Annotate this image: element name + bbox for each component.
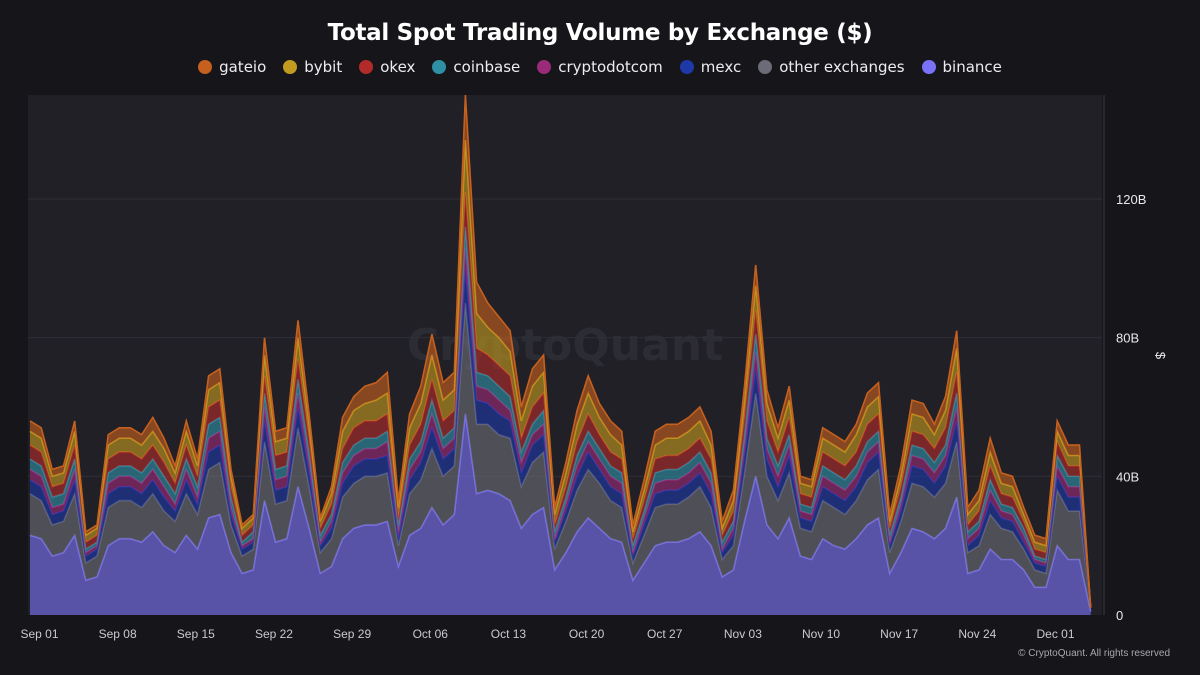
y-axis-label: $ bbox=[1153, 351, 1169, 360]
legend-item-bybit[interactable]: bybit bbox=[283, 58, 342, 76]
x-tick-label: Nov 10 bbox=[802, 627, 840, 641]
line-gateio bbox=[29, 94, 1092, 609]
legend-swatch-other-exchanges bbox=[758, 60, 773, 74]
x-tick-label: Sep 08 bbox=[99, 627, 137, 641]
legend-swatch-binance bbox=[921, 60, 936, 74]
x-tick-label: Oct 27 bbox=[647, 627, 683, 641]
x-tick-label: Dec 01 bbox=[1036, 627, 1074, 641]
area-binance bbox=[30, 413, 1091, 615]
legend-swatch-okex bbox=[359, 60, 374, 74]
legend-item-coinbase[interactable]: coinbase bbox=[432, 58, 520, 76]
legend: gateio bybit okex coinbase cryptodotcom mexc o… bbox=[0, 58, 1200, 76]
x-tick-label: Sep 01 bbox=[20, 627, 58, 641]
x-tick-label: Sep 15 bbox=[177, 627, 215, 641]
legend-label-bybit: bybit bbox=[304, 58, 343, 76]
x-tick-label: Nov 03 bbox=[724, 627, 762, 641]
legend-swatch-bybit bbox=[283, 60, 298, 74]
chart-title: Total Spot Trading Volume by Exchange ($… bbox=[327, 20, 873, 46]
x-tick-label: Nov 17 bbox=[880, 627, 918, 641]
x-tick-label: Oct 06 bbox=[413, 627, 449, 641]
y-tick-label: 120B bbox=[1116, 192, 1146, 207]
y-tick-label: 80B bbox=[1116, 331, 1139, 346]
copyright-footer: © CryptoQuant. All rights reserved bbox=[1018, 648, 1170, 659]
legend-label-coinbase: coinbase bbox=[453, 58, 521, 76]
legend-label-cryptodotcom: cryptodotcom bbox=[558, 58, 663, 76]
y-tick-label: 0 bbox=[1116, 608, 1123, 623]
legend-label-okex: okex bbox=[380, 58, 416, 76]
x-tick-label: Nov 24 bbox=[958, 627, 996, 641]
legend-item-gateio[interactable]: gateio bbox=[198, 58, 266, 76]
legend-label-other-exchanges: other exchanges bbox=[779, 58, 905, 76]
legend-item-cryptodotcom[interactable]: cryptodotcom bbox=[537, 58, 663, 76]
legend-swatch-coinbase bbox=[432, 60, 447, 74]
x-tick-label: Sep 22 bbox=[255, 627, 293, 641]
legend-label-binance: binance bbox=[942, 58, 1002, 76]
legend-swatch-mexc bbox=[679, 60, 694, 74]
x-tick-label: Sep 29 bbox=[333, 627, 371, 641]
area-other-exchanges bbox=[30, 303, 1091, 612]
legend-item-other-exchanges[interactable]: other exchanges bbox=[758, 58, 905, 76]
x-tick-label: Oct 20 bbox=[569, 627, 605, 641]
legend-label-gateio: gateio bbox=[219, 58, 267, 76]
legend-swatch-cryptodotcom bbox=[537, 60, 552, 74]
legend-item-binance[interactable]: binance bbox=[921, 58, 1002, 76]
y-tick-label: 40B bbox=[1116, 469, 1139, 484]
legend-label-mexc: mexc bbox=[700, 58, 742, 76]
legend-item-okex[interactable]: okex bbox=[359, 58, 415, 76]
legend-swatch-gateio bbox=[198, 60, 213, 74]
legend-item-mexc[interactable]: mexc bbox=[679, 58, 742, 76]
x-tick-label: Oct 13 bbox=[491, 627, 527, 641]
